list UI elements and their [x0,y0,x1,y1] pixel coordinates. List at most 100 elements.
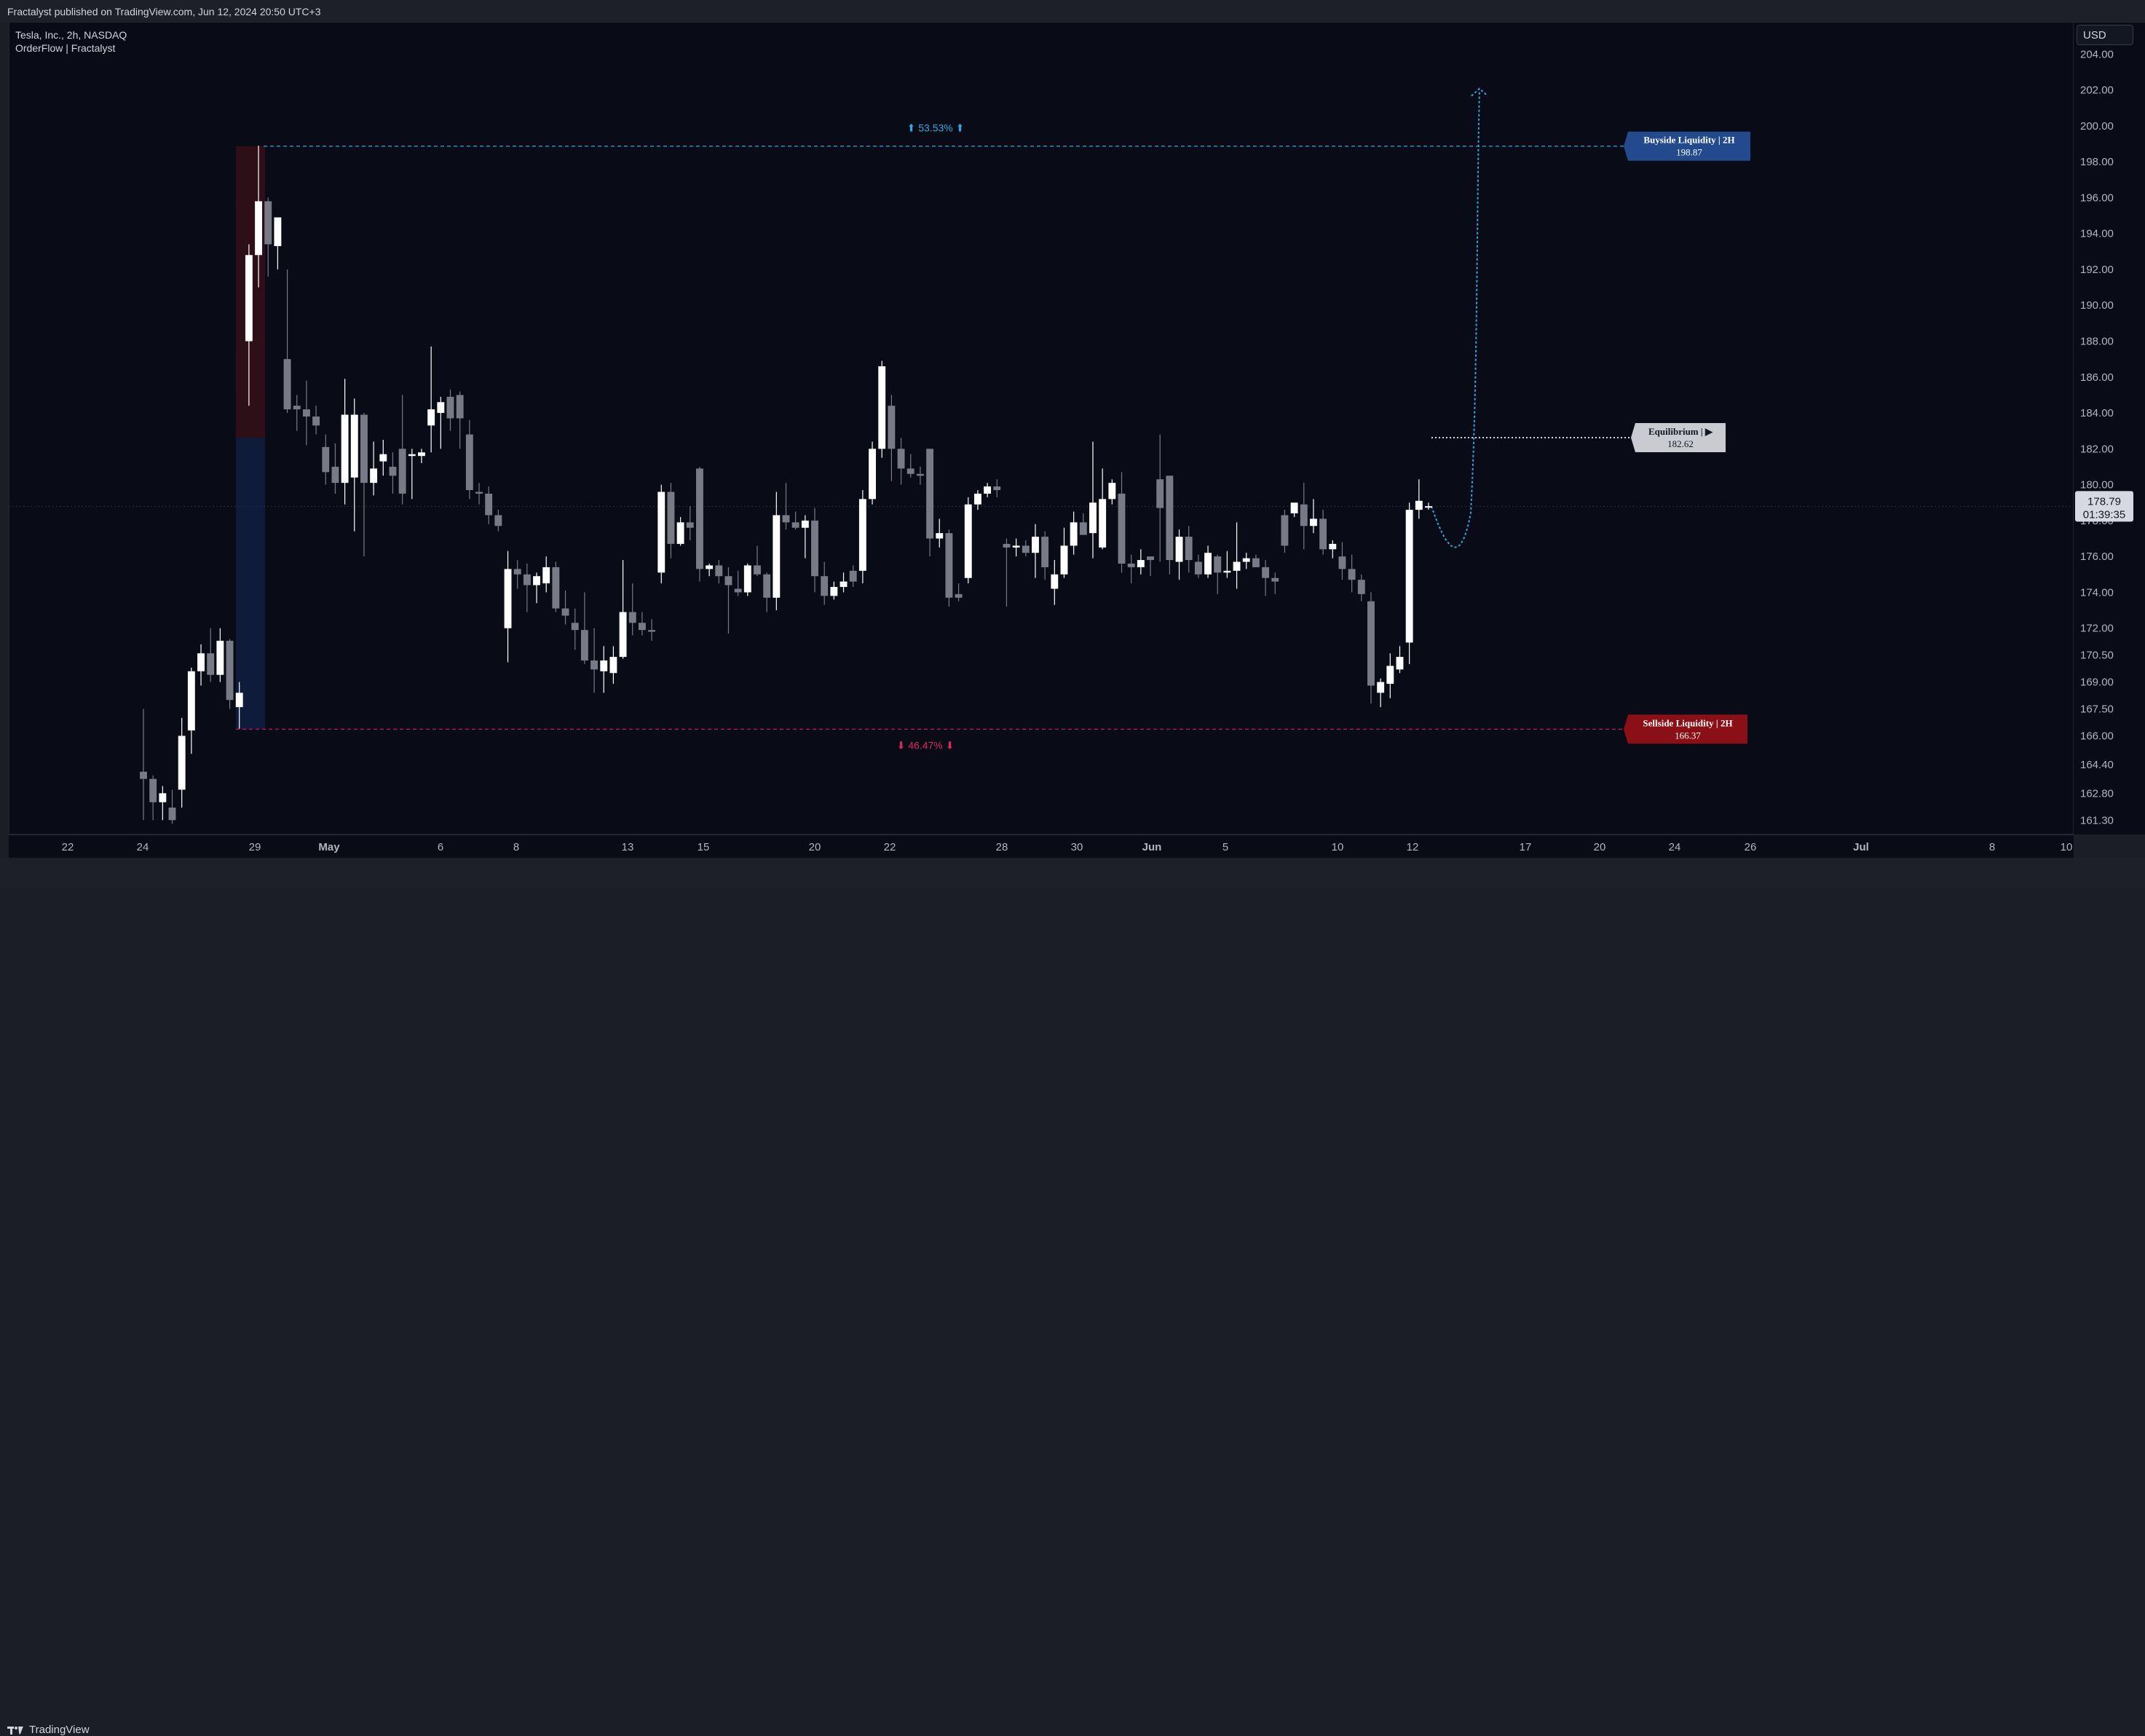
x-tick-label: 10 [1332,841,1344,853]
candle-body [418,452,425,457]
candle-body [1137,560,1145,567]
candle [264,197,272,277]
candle [1281,510,1289,553]
candle-body [245,255,253,342]
candle-body [1041,537,1049,567]
candle [571,608,579,650]
candle [609,646,617,684]
candle [763,572,771,612]
candle [552,561,560,612]
candle [897,438,905,485]
candles-layer [140,145,1432,824]
candle [973,489,981,510]
y-tick-label: 167.50 [2080,703,2114,716]
candle-body [1127,564,1135,567]
up-percent-label: ⬆ 53.53% ⬆ [907,122,965,134]
candle-body [552,567,560,609]
y-tick-label: 184.00 [2080,407,2114,419]
publish-bar: Fractalyst published on TradingView.com,… [0,0,2145,22]
candle [245,244,253,406]
candle-body [465,434,473,490]
tradingview-logo[interactable]: TradingView [7,1724,90,1736]
candle-body [561,608,569,616]
candle-body [590,660,599,670]
candle-body [168,808,176,821]
candle-body [216,640,224,675]
candle-body [1271,577,1279,582]
y-tick-label: 204.00 [2080,48,2114,60]
x-tick-label: 15 [698,841,710,853]
candle [533,572,540,604]
equilibrium-tag-bg [1631,423,1726,453]
x-tick-label: 6 [438,841,443,853]
x-tick-label: 12 [1407,841,1419,853]
candle [207,628,215,682]
equilibrium-tag-value: 182.62 [1667,438,1694,449]
y-tick-label: 176.00 [2080,551,2114,563]
projection-path [1431,90,1480,548]
x-tick-label: 5 [1222,841,1228,853]
candle-body [648,630,656,632]
candle [398,395,406,505]
candle [715,560,723,584]
candle-body [504,569,512,628]
candle [494,510,502,532]
y-tick-label: 182.00 [2080,443,2114,455]
candle-body [475,492,483,494]
candle [1012,538,1020,557]
candle [1118,472,1126,573]
candle-body [888,406,896,449]
candle [293,395,301,431]
y-tick-label: 172.00 [2080,623,2114,635]
candle-body [1348,569,1356,580]
candle [1357,574,1365,601]
discount-zone [236,438,265,730]
y-tick-labels: 204.00 202.00 200.00 198.00 196.00 194.00 192.… [2075,48,2133,826]
currency-button[interactable]: USD [2077,25,2133,45]
candle-body [686,522,694,528]
candle [302,380,310,446]
candle-body [657,492,665,573]
candle [1310,499,1317,534]
candle [657,484,665,584]
bar-countdown: 01:39:35 [2083,508,2125,521]
candle [600,646,608,693]
candle [1194,554,1202,578]
candle [878,360,886,458]
candle [754,545,761,577]
candle [226,639,234,709]
x-tick-label: 10 [2061,841,2073,853]
candle [1185,526,1193,573]
candle [638,612,646,636]
candle [1242,553,1250,569]
y-tick-label: 161.30 [2080,814,2114,826]
candle [906,454,915,478]
y-tick-label: 174.00 [2080,586,2114,599]
candle [235,682,243,729]
candle-body [1204,553,1212,575]
candle-body [638,623,646,631]
candle-body [878,366,886,449]
candle [811,508,818,593]
candle [916,466,924,485]
candle [590,628,599,693]
candle-body [1262,567,1270,578]
candle [1003,538,1011,607]
down-percent-label: ⬇ 46.47% ⬇ [897,739,955,751]
candle [274,217,282,269]
candle [446,390,454,431]
price-badge [2075,491,2133,522]
candle-body [235,693,243,708]
candle [1099,468,1107,550]
candle [830,581,838,600]
candle [1204,545,1212,578]
candle-body [379,454,387,462]
candle-body [743,565,751,593]
candle [936,518,944,548]
candle [542,556,550,593]
candle-body [341,414,349,484]
price-axis[interactable] [2074,22,2145,835]
candle-body [533,576,540,585]
time-axis[interactable] [9,835,2074,858]
candle-body [542,567,550,584]
